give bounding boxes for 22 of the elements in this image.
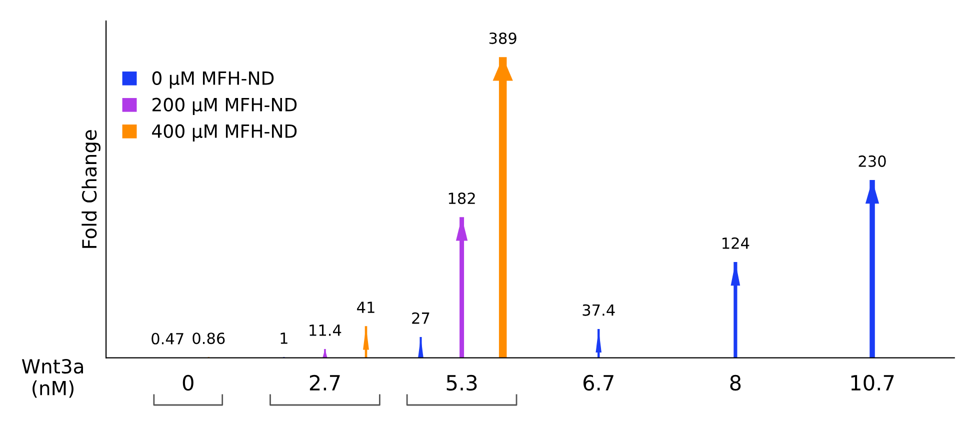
x-tick-label: 6.7 — [584, 374, 614, 391]
data-label: 11.4 — [310, 324, 342, 336]
data-label: 41 — [357, 302, 374, 313]
legend-label: 200 µM MFH-ND — [152, 98, 297, 115]
data-label: 230 — [858, 155, 886, 167]
data-label: 1 — [280, 332, 288, 344]
x-tick-label: 2.7 — [310, 374, 340, 390]
data-label: 27 — [412, 312, 430, 324]
data-label: 124 — [722, 237, 750, 249]
x-tick-label: 5.3 — [446, 374, 477, 391]
x-axis-title: Wnt3a (nM) — [22, 358, 83, 398]
y-axis-title: Fold Change — [82, 130, 100, 248]
data-label: 182 — [448, 192, 475, 204]
data-label: 0.47 — [152, 332, 184, 344]
data-label: 389 — [489, 32, 516, 44]
x-tick-label: 10.7 — [851, 374, 894, 391]
legend-label: 400 µM MFH-ND — [152, 124, 297, 142]
x-tick-label: 0 — [182, 374, 194, 391]
data-label: 0.86 — [192, 332, 225, 344]
legend-label: 0 µM MFH-ND — [152, 71, 274, 88]
data-label: 37.4 — [582, 304, 615, 316]
x-tick-label: 8 — [730, 374, 741, 391]
